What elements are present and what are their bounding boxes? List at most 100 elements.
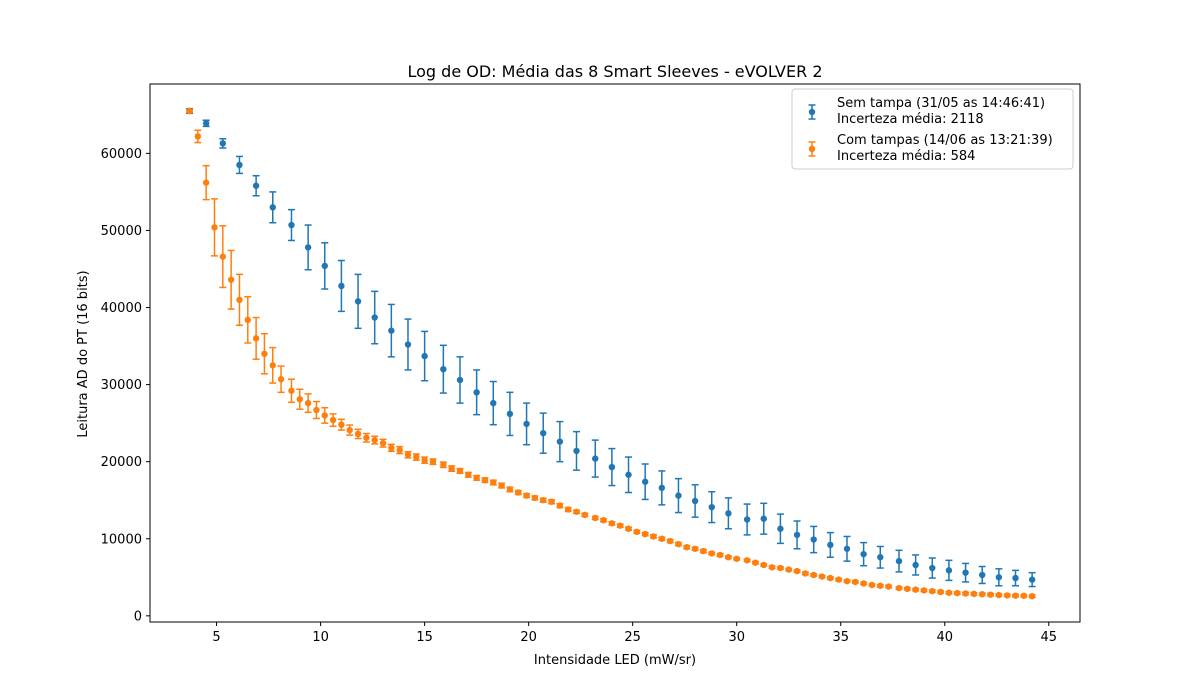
point-marker: [633, 528, 641, 536]
point-marker: [895, 557, 903, 565]
x-tick-label: 40: [936, 630, 953, 645]
data-point: [708, 550, 716, 557]
data-point: [321, 242, 329, 290]
point-marker: [708, 550, 715, 557]
point-marker: [691, 545, 699, 552]
point-marker: [1020, 592, 1028, 599]
legend-marker: [808, 141, 816, 157]
data-point: [743, 557, 751, 564]
point-marker: [202, 179, 210, 186]
point-marker: [1003, 592, 1011, 599]
data-point: [683, 544, 691, 551]
data-point: [269, 191, 277, 224]
data-point: [312, 400, 320, 420]
legend-series-subtitle: Incerteza média: 584: [837, 149, 975, 164]
y-tick-label: 30000: [101, 378, 142, 393]
data-point: [304, 224, 312, 271]
data-point: [995, 591, 1003, 599]
point-marker: [354, 430, 362, 438]
x-tick-label: 45: [1041, 630, 1058, 645]
point-marker: [852, 578, 859, 586]
point-marker: [920, 587, 928, 594]
data-point: [843, 535, 851, 562]
data-point: [489, 380, 497, 426]
point-marker: [448, 465, 455, 472]
point-marker: [413, 453, 420, 461]
data-point: [531, 494, 539, 502]
data-point: [793, 520, 801, 550]
data-point: [768, 564, 776, 571]
data-point: [743, 503, 751, 536]
data-point: [498, 482, 506, 489]
point-marker: [945, 567, 953, 574]
legend-series-name: Com tampas (14/06 as 13:21:39): [837, 133, 1053, 148]
data-point: [1012, 569, 1020, 587]
point-marker: [473, 389, 480, 396]
point-marker: [548, 498, 555, 505]
data-point: [625, 456, 633, 494]
point-marker: [429, 458, 437, 465]
point-marker: [700, 547, 707, 555]
data-point: [920, 587, 928, 594]
point-marker: [236, 161, 243, 169]
point-marker: [827, 541, 834, 549]
data-point: [978, 565, 986, 585]
point-marker: [760, 561, 767, 569]
x-tick-label: 25: [624, 630, 641, 645]
data-point: [608, 520, 616, 527]
point-marker: [979, 571, 986, 579]
data-point: [895, 584, 903, 592]
series-layer: [186, 107, 1036, 600]
data-point: [928, 557, 936, 579]
data-point: [860, 580, 868, 587]
point-marker: [456, 376, 464, 384]
point-marker: [288, 387, 295, 394]
y-tick-label: 50000: [101, 224, 142, 239]
point-marker: [962, 590, 969, 597]
x-tick-label: 35: [832, 630, 849, 645]
data-point: [776, 513, 784, 545]
data-point: [962, 590, 970, 597]
point-marker: [843, 577, 851, 585]
point-marker: [269, 362, 276, 369]
data-point: [600, 517, 608, 524]
data-point: [346, 424, 354, 436]
point-marker: [793, 567, 801, 575]
data-point: [404, 450, 412, 459]
point-marker: [379, 439, 387, 447]
x-tick-label: 30: [728, 630, 745, 645]
point-marker: [523, 420, 530, 428]
data-point: [591, 514, 599, 522]
point-marker: [641, 530, 649, 538]
point-marker: [793, 531, 801, 539]
data-point: [387, 443, 395, 453]
data-point: [387, 303, 395, 358]
data-point: [912, 586, 920, 593]
data-point: [523, 402, 531, 446]
point-marker: [346, 426, 353, 434]
data-point: [244, 295, 252, 344]
data-point: [506, 486, 514, 493]
data-point: [826, 574, 834, 582]
data-point: [691, 484, 699, 518]
legend-marker: [808, 104, 816, 120]
series-com-tampas: [186, 107, 1036, 600]
point-marker: [219, 140, 227, 147]
point-marker: [650, 533, 657, 540]
data-point: [1028, 571, 1036, 588]
point-marker: [691, 497, 699, 505]
data-point: [481, 476, 489, 484]
data-point: [616, 522, 624, 529]
point-marker: [321, 262, 328, 270]
point-marker: [995, 591, 1003, 599]
x-tick-label: 20: [520, 630, 537, 645]
point-marker: [777, 564, 784, 572]
data-point: [691, 545, 699, 552]
point-marker: [277, 376, 285, 383]
data-point: [564, 506, 572, 513]
data-point: [548, 498, 556, 505]
data-point: [210, 198, 218, 257]
point-marker: [818, 573, 826, 580]
data-point: [699, 547, 707, 555]
